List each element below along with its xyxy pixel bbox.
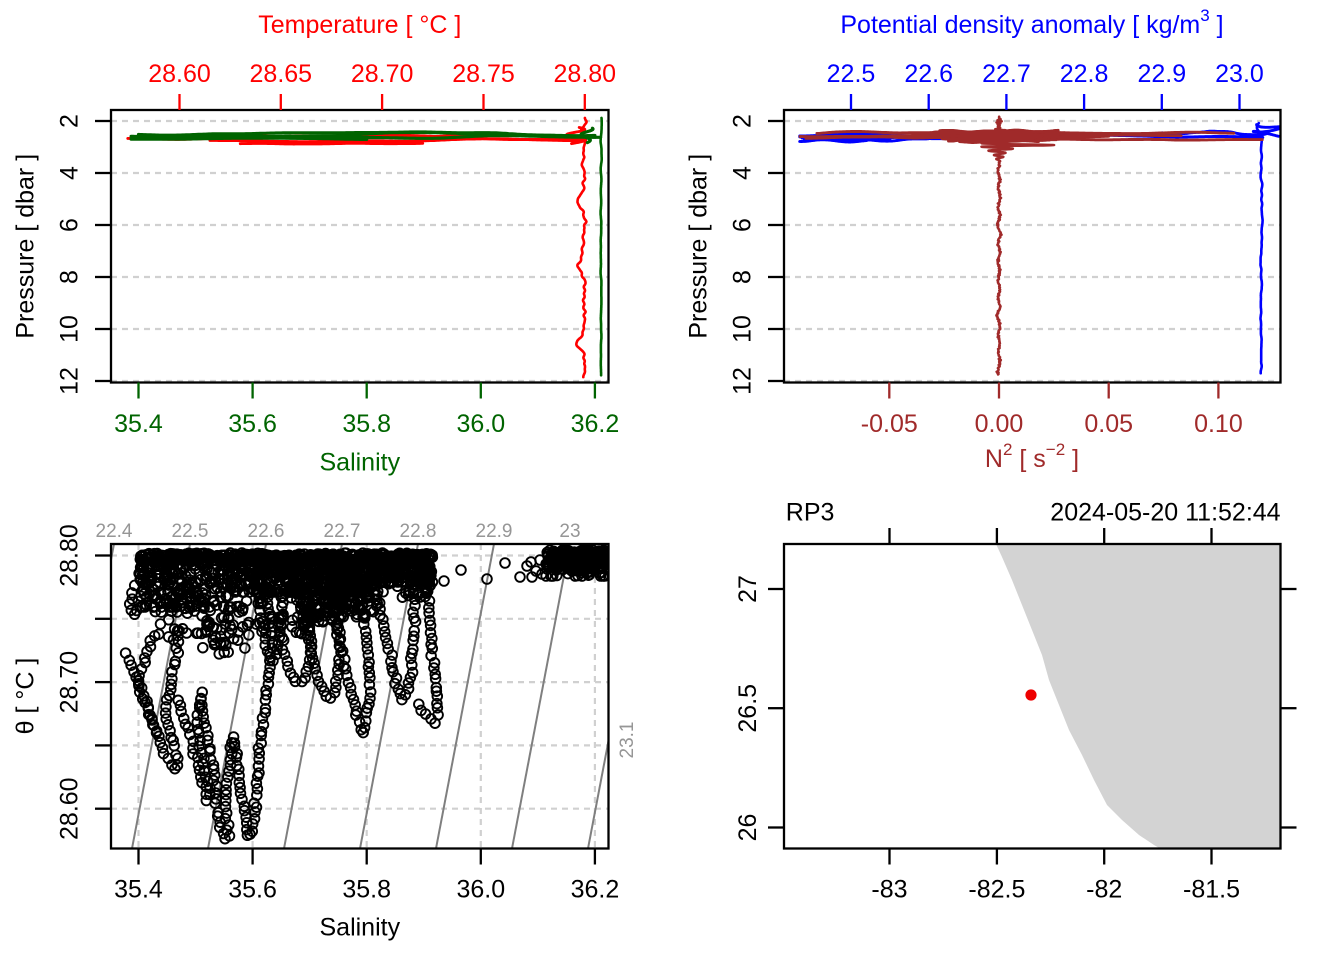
svg-text:Potential density anomaly [ kg: Potential density anomaly [ kg/m3 ] <box>840 6 1223 39</box>
svg-text:35.4: 35.4 <box>114 410 163 438</box>
svg-text:35.8: 35.8 <box>342 410 391 438</box>
svg-text:23.0: 23.0 <box>1215 60 1264 88</box>
svg-text:0.10: 0.10 <box>1194 410 1243 438</box>
svg-text:22.7: 22.7 <box>324 521 361 542</box>
svg-text:28.80: 28.80 <box>56 524 84 587</box>
svg-text:6: 6 <box>729 218 757 232</box>
svg-text:0.05: 0.05 <box>1084 410 1133 438</box>
svg-text:RP3: RP3 <box>786 499 835 527</box>
svg-text:22.9: 22.9 <box>476 521 513 542</box>
svg-text:35.6: 35.6 <box>228 876 277 904</box>
svg-text:6: 6 <box>56 218 84 232</box>
svg-text:26.5: 26.5 <box>734 684 762 733</box>
svg-text:2: 2 <box>56 114 84 128</box>
svg-text:22.8: 22.8 <box>1060 60 1109 88</box>
svg-text:28.60: 28.60 <box>148 60 211 88</box>
svg-text:28.80: 28.80 <box>554 60 617 88</box>
svg-text:28.70: 28.70 <box>56 651 84 714</box>
svg-text:Pressure [ dbar ]: Pressure [ dbar ] <box>11 154 39 339</box>
svg-text:-82: -82 <box>1086 876 1122 904</box>
svg-text:23.1: 23.1 <box>617 722 638 759</box>
svg-text:22.6: 22.6 <box>904 60 953 88</box>
svg-text:2: 2 <box>729 114 757 128</box>
svg-text:22.8: 22.8 <box>400 521 437 542</box>
svg-text:8: 8 <box>56 270 84 284</box>
svg-text:10: 10 <box>729 315 757 343</box>
svg-text:35.4: 35.4 <box>114 876 163 904</box>
svg-text:27: 27 <box>734 575 762 603</box>
svg-text:36.2: 36.2 <box>571 410 620 438</box>
svg-text:-81.5: -81.5 <box>1183 876 1240 904</box>
svg-text:36.2: 36.2 <box>571 876 620 904</box>
svg-text:0.00: 0.00 <box>975 410 1024 438</box>
svg-text:36.0: 36.0 <box>456 876 505 904</box>
svg-text:2024-05-20 11:52:44: 2024-05-20 11:52:44 <box>1050 499 1280 527</box>
svg-text:22.5: 22.5 <box>827 60 876 88</box>
svg-text:Salinity: Salinity <box>320 449 401 477</box>
svg-text:-82.5: -82.5 <box>968 876 1025 904</box>
svg-text:Salinity: Salinity <box>320 914 401 942</box>
svg-text:28.60: 28.60 <box>56 777 84 840</box>
svg-text:22.4: 22.4 <box>96 521 133 542</box>
svg-text:4: 4 <box>56 166 84 180</box>
svg-text:4: 4 <box>729 166 757 180</box>
svg-text:8: 8 <box>729 270 757 284</box>
svg-text:22.9: 22.9 <box>1137 60 1186 88</box>
svg-text:36.0: 36.0 <box>456 410 505 438</box>
svg-text:35.8: 35.8 <box>342 876 391 904</box>
svg-text:22.6: 22.6 <box>248 521 285 542</box>
svg-text:28.65: 28.65 <box>250 60 313 88</box>
svg-text:26: 26 <box>734 814 762 842</box>
svg-text:Temperature [ °C ]: Temperature [ °C ] <box>258 11 461 39</box>
svg-text:12: 12 <box>56 367 84 395</box>
svg-text:28.75: 28.75 <box>452 60 515 88</box>
svg-text:28.70: 28.70 <box>351 60 414 88</box>
svg-text:23: 23 <box>559 521 580 542</box>
svg-text:N2 [ s−2 ]: N2 [ s−2 ] <box>985 440 1079 473</box>
svg-text:Pressure [ dbar ]: Pressure [ dbar ] <box>684 154 712 339</box>
svg-text:22.5: 22.5 <box>172 521 209 542</box>
svg-text:θ [ °C ]: θ [ °C ] <box>12 658 40 735</box>
svg-text:-83: -83 <box>871 876 907 904</box>
svg-text:-0.05: -0.05 <box>861 410 918 438</box>
svg-text:10: 10 <box>56 315 84 343</box>
svg-text:35.6: 35.6 <box>228 410 277 438</box>
svg-text:22.7: 22.7 <box>982 60 1031 88</box>
svg-text:12: 12 <box>729 367 757 395</box>
